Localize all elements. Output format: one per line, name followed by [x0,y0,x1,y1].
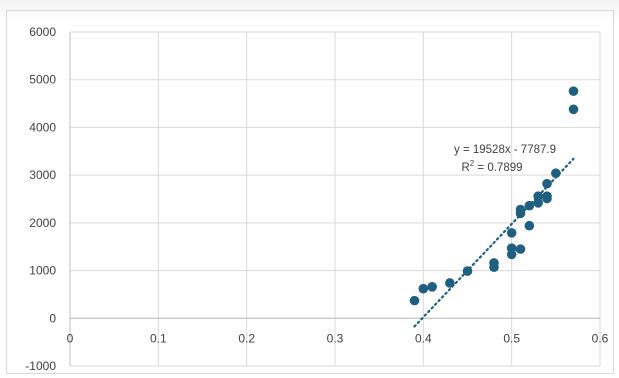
data-point [506,228,517,238]
x-tick-label: 0.4 [415,331,432,345]
x-tick-label: 0 [67,331,74,345]
trendline-labels: y = 19528x - 7787.9 R2 = 0.7899 [454,144,556,174]
y-tick-label: 6000 [29,25,56,39]
trendline-r-squared: R2 = 0.7899 [461,159,522,174]
chart-frame [6,10,614,374]
data-point [542,178,552,189]
x-tick-label: 0.2 [238,331,255,345]
y-tick-label: 2000 [29,216,56,230]
data-point [418,283,429,294]
data-point [551,168,561,179]
trendline-equation: y = 19528x - 7787.9 [454,144,556,156]
axes [69,32,600,366]
data-point [568,104,579,115]
data-point [506,243,517,253]
y-tick-label: -1000 [25,359,56,373]
r2-prefix: R [461,162,469,174]
x-tick-label: 0.3 [327,331,344,345]
data-point [568,86,579,96]
x-tick-labels: 0 0.1 0.2 0.3 0.4 0.5 0.6 [67,331,609,345]
y-tick-label: 1000 [29,264,56,278]
data-point [489,258,499,268]
data-points [409,86,579,306]
y-tick-labels: -1000 0 1000 2000 3000 4000 5000 6000 [25,25,56,373]
y-tick-label: 5000 [29,73,56,87]
data-point [533,191,543,201]
data-point [409,295,420,306]
y-tick-label: 0 [49,311,56,325]
data-point [515,204,526,215]
header-band [0,0,619,22]
y-tick-label: 4000 [29,120,56,134]
data-point [533,198,543,208]
data-point [515,244,526,254]
r2-value: = 0.7899 [474,162,522,174]
r2-superscript: 2 [470,159,475,168]
data-point [427,281,437,292]
data-point [445,278,455,288]
data-point [542,191,552,201]
x-tick-label: 0.5 [503,331,520,345]
x-tick-label: 0.6 [592,331,609,345]
data-point [524,220,535,231]
data-point [524,200,535,211]
x-tick-label: 0.1 [150,331,167,345]
data-point [462,266,473,276]
y-tick-label: 3000 [29,168,56,182]
grid-lines [69,31,601,367]
